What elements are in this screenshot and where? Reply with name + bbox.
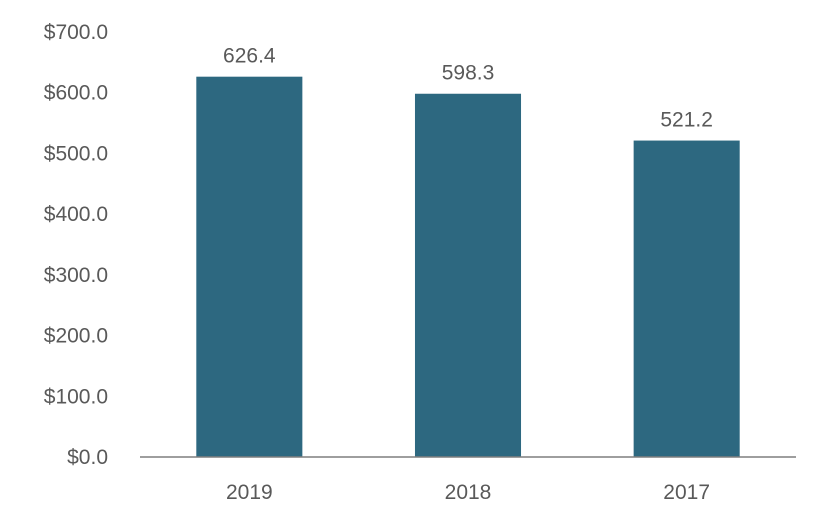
x-tick-label: 2019	[226, 481, 273, 504]
x-tick-label: 2018	[445, 481, 492, 504]
bar	[633, 140, 740, 458]
y-tick-label: $0.0	[67, 446, 108, 469]
y-tick-label: $400.0	[44, 203, 108, 226]
data-labels: 626.4 598.3 521.2	[223, 45, 713, 132]
y-tick-label: $500.0	[44, 142, 108, 165]
data-label: 626.4	[223, 45, 276, 68]
y-tick-label: $100.0	[44, 385, 108, 408]
data-label: 598.3	[442, 62, 495, 85]
x-tick-label: 2017	[663, 481, 710, 504]
bar	[414, 93, 522, 457]
y-axis-ticks: $0.0 $100.0 $200.0 $300.0 $400.0 $500.0 $600.0…	[44, 21, 108, 469]
y-tick-label: $700.0	[44, 21, 108, 44]
y-tick-label: $200.0	[44, 325, 108, 348]
bars	[196, 76, 740, 458]
y-tick-label: $600.0	[44, 82, 108, 105]
bar	[196, 76, 303, 457]
x-axis-ticks: 2019 2018 2017	[226, 481, 710, 504]
data-label: 521.2	[660, 109, 713, 132]
y-tick-label: $300.0	[44, 264, 108, 287]
